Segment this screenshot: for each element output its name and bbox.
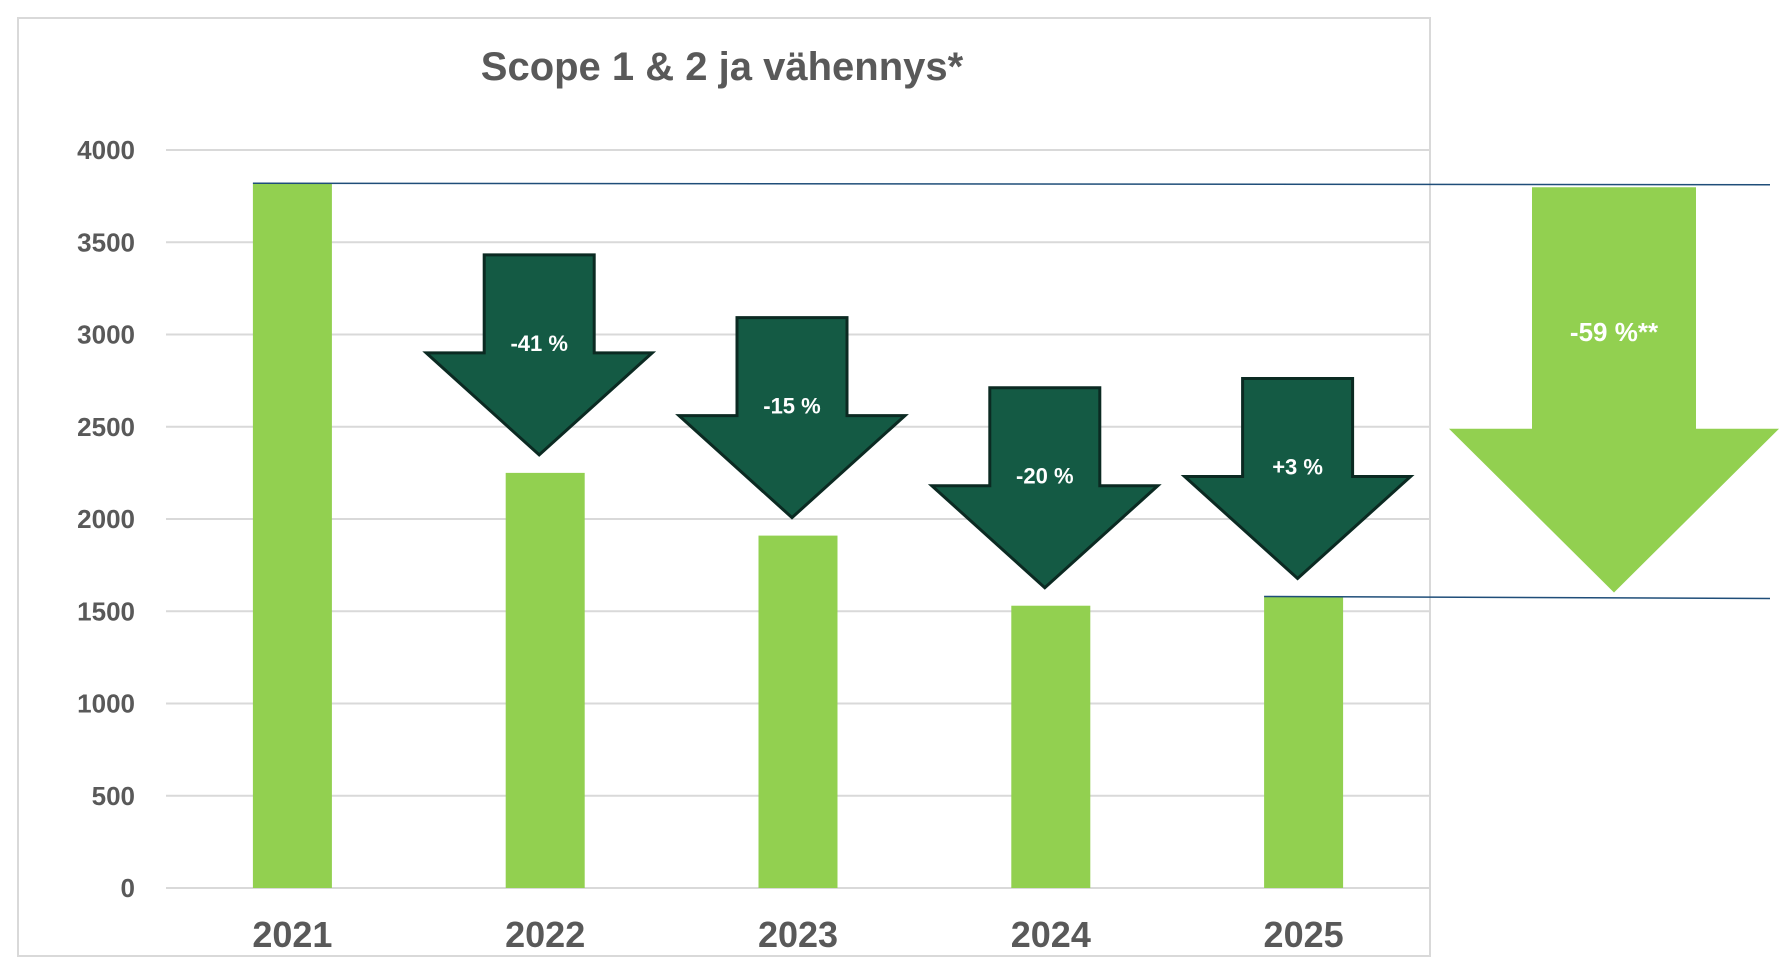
reference-lines — [252, 182, 1771, 600]
reference-line-start — [252, 182, 1771, 186]
change-arrow-2025 — [1180, 376, 1415, 581]
total-change-arrow: -59 %** — [1449, 187, 1779, 593]
reference-line-end — [1264, 595, 1771, 600]
bar-2022 — [505, 472, 585, 888]
bar-2023 — [758, 535, 838, 888]
total-change-label: -59 %** — [1570, 317, 1659, 347]
x-tick-label: 2021 — [252, 914, 332, 955]
chart-title: Scope 1 & 2 ja vähennys* — [481, 45, 964, 89]
x-tick-label: 2022 — [505, 914, 585, 955]
x-tick-label: 2025 — [1264, 914, 1344, 955]
bar-2024 — [1011, 605, 1091, 888]
change-arrow-2022 — [422, 253, 657, 457]
change-label-2024: -20 % — [1016, 464, 1073, 489]
change-label-2025: +3 % — [1272, 454, 1323, 479]
change-label-2023: -15 % — [763, 394, 820, 419]
x-axis-ticks: 2021 2022 2023 2024 2025 — [252, 914, 1343, 955]
y-tick-label: 1000 — [77, 689, 135, 719]
y-tick-label: 2000 — [77, 504, 135, 534]
bars-layer — [252, 183, 1344, 888]
y-tick-label: 4000 — [77, 135, 135, 165]
change-arrow-2023 — [675, 316, 909, 520]
bar-2021 — [252, 183, 332, 888]
y-tick-label: 0 — [121, 873, 135, 903]
y-axis-ticks: 0 500 1000 1500 2000 2500 3000 3500 4000 — [77, 135, 135, 903]
y-tick-label: 3500 — [77, 227, 135, 257]
total-change-arrow-shape — [1449, 187, 1779, 593]
y-tick-label: 3000 — [77, 320, 135, 350]
x-tick-label: 2024 — [1011, 914, 1091, 955]
change-arrow-2024 — [927, 386, 1162, 590]
y-tick-label: 500 — [92, 781, 135, 811]
bar-2025 — [1264, 596, 1344, 888]
change-arrows: -41 % -15 % -20 % +3 % — [422, 253, 1415, 590]
change-label-2022: -41 % — [510, 331, 567, 356]
y-tick-label: 2500 — [77, 412, 135, 442]
x-tick-label: 2023 — [758, 914, 838, 955]
y-tick-label: 1500 — [77, 596, 135, 626]
